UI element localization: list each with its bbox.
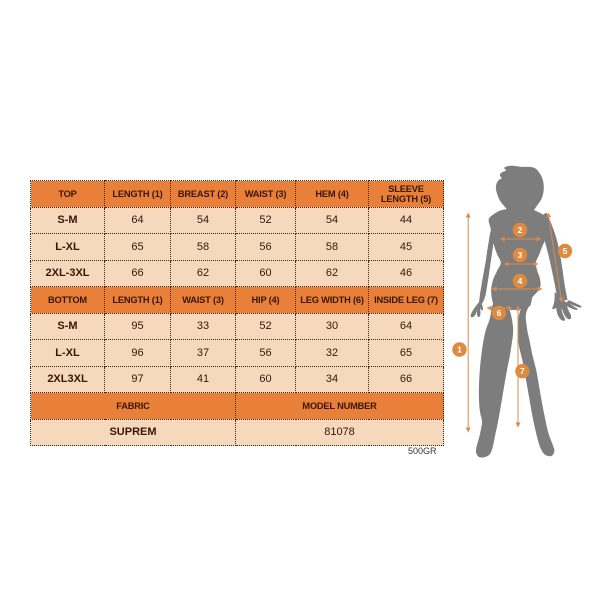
svg-text:6: 6 <box>497 308 502 318</box>
svg-text:1: 1 <box>457 344 462 354</box>
svg-text:5: 5 <box>563 246 568 256</box>
svg-text:4: 4 <box>518 276 523 286</box>
svg-text:7: 7 <box>520 366 525 376</box>
svg-text:3: 3 <box>518 250 523 260</box>
svg-text:2: 2 <box>518 225 523 235</box>
